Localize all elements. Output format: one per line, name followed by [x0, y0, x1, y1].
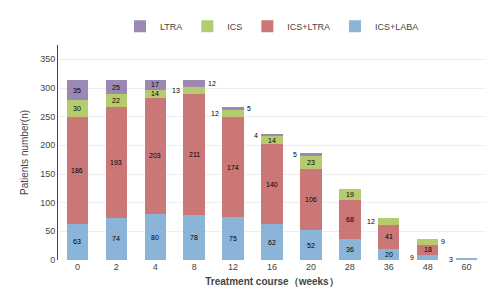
- svg-text:18: 18: [424, 246, 432, 253]
- svg-text:5: 5: [293, 151, 297, 158]
- svg-text:13: 13: [172, 87, 180, 94]
- svg-text:ICS+LABA: ICS+LABA: [375, 22, 418, 32]
- svg-text:ICS: ICS: [227, 22, 242, 32]
- svg-text:140: 140: [266, 181, 278, 188]
- svg-text:203: 203: [149, 152, 161, 159]
- svg-text:25: 25: [112, 84, 120, 91]
- svg-text:52: 52: [307, 242, 315, 249]
- svg-text:35: 35: [73, 87, 81, 94]
- svg-text:60: 60: [462, 262, 472, 272]
- svg-text:12: 12: [211, 110, 219, 117]
- svg-text:62: 62: [268, 239, 276, 246]
- svg-text:100: 100: [40, 198, 55, 208]
- svg-text:0: 0: [50, 255, 55, 265]
- svg-text:63: 63: [73, 238, 81, 245]
- svg-text:20: 20: [306, 262, 316, 272]
- svg-text:4: 4: [153, 262, 158, 272]
- svg-text:Treatment course（weeks）: Treatment course（weeks）: [205, 276, 338, 287]
- svg-text:150: 150: [40, 169, 55, 179]
- svg-text:186: 186: [71, 167, 83, 174]
- svg-text:14: 14: [268, 137, 276, 144]
- svg-text:9: 9: [441, 238, 445, 245]
- svg-text:0: 0: [75, 262, 80, 272]
- svg-text:4: 4: [254, 132, 258, 139]
- svg-text:20: 20: [385, 251, 393, 258]
- svg-text:Patients number(n): Patients number(n): [19, 110, 30, 195]
- svg-text:68: 68: [346, 216, 354, 223]
- svg-text:74: 74: [112, 235, 120, 242]
- svg-text:16: 16: [267, 262, 277, 272]
- svg-text:22: 22: [112, 97, 120, 104]
- svg-text:12: 12: [367, 218, 375, 225]
- svg-text:28: 28: [345, 262, 355, 272]
- svg-text:36: 36: [346, 246, 354, 253]
- svg-text:200: 200: [40, 140, 55, 150]
- svg-text:41: 41: [385, 233, 393, 240]
- svg-text:2: 2: [114, 262, 119, 272]
- svg-text:106: 106: [305, 196, 317, 203]
- svg-text:12: 12: [228, 262, 238, 272]
- svg-text:211: 211: [189, 151, 200, 158]
- svg-text:3: 3: [449, 256, 453, 263]
- svg-text:48: 48: [423, 262, 433, 272]
- svg-text:174: 174: [227, 164, 239, 171]
- svg-text:50: 50: [45, 226, 55, 236]
- svg-text:80: 80: [151, 234, 159, 241]
- svg-text:14: 14: [151, 90, 159, 97]
- svg-text:36: 36: [384, 262, 394, 272]
- svg-text:75: 75: [229, 235, 237, 242]
- svg-text:250: 250: [40, 112, 55, 122]
- svg-text:12: 12: [208, 80, 216, 87]
- svg-text:78: 78: [190, 234, 198, 241]
- svg-text:300: 300: [40, 83, 55, 93]
- svg-text:5: 5: [247, 105, 251, 112]
- svg-text:350: 350: [40, 54, 55, 64]
- svg-text:23: 23: [307, 159, 315, 166]
- svg-text:17: 17: [151, 81, 159, 88]
- svg-text:8: 8: [192, 262, 197, 272]
- svg-text:19: 19: [346, 191, 354, 198]
- svg-text:LTRA: LTRA: [160, 22, 182, 32]
- svg-text:30: 30: [73, 105, 81, 112]
- svg-text:9: 9: [410, 254, 414, 261]
- svg-text:ICS+LTRA: ICS+LTRA: [287, 22, 330, 32]
- svg-text:193: 193: [110, 159, 122, 166]
